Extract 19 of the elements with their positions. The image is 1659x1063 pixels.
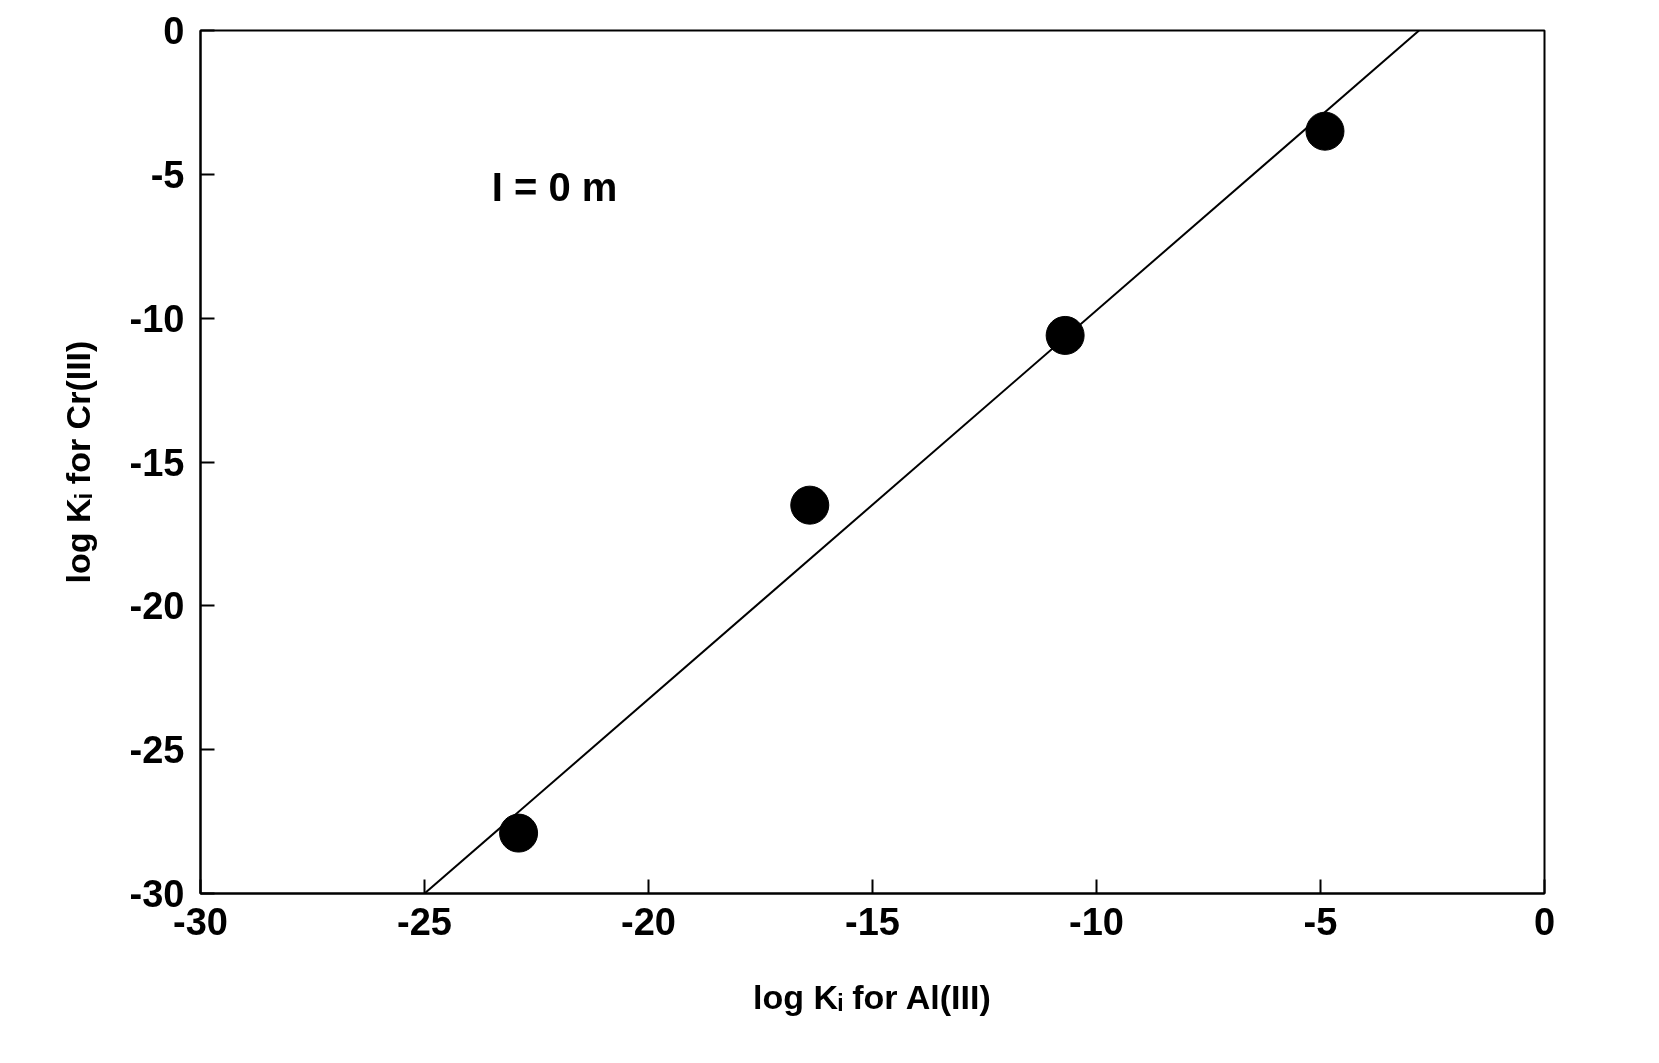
y-tick-label: -10 <box>129 297 185 340</box>
x-tick-label: -10 <box>1069 900 1124 943</box>
y-axis-title: log Kᵢ for Cr(III) <box>58 340 97 584</box>
y-tick-label: -20 <box>129 585 185 628</box>
y-tick-label: -15 <box>129 441 185 484</box>
point <box>790 485 830 525</box>
x-tick-label: 0 <box>1533 900 1556 943</box>
y-tick-label: -25 <box>129 729 185 772</box>
y-tick-label: 0 <box>163 10 185 52</box>
x-tick-label: -5 <box>1303 900 1338 943</box>
point <box>1045 315 1085 355</box>
point <box>1305 111 1345 151</box>
y-tick-label: -5 <box>150 153 185 196</box>
x-axis-title: log Kᵢ for Al(III) <box>753 977 991 1016</box>
x-tick-label: -15 <box>845 900 900 943</box>
annotation: I = 0 m <box>491 164 618 209</box>
point <box>499 813 539 853</box>
x-tick-label: -25 <box>397 900 452 943</box>
x-tick-label: -20 <box>621 900 676 943</box>
